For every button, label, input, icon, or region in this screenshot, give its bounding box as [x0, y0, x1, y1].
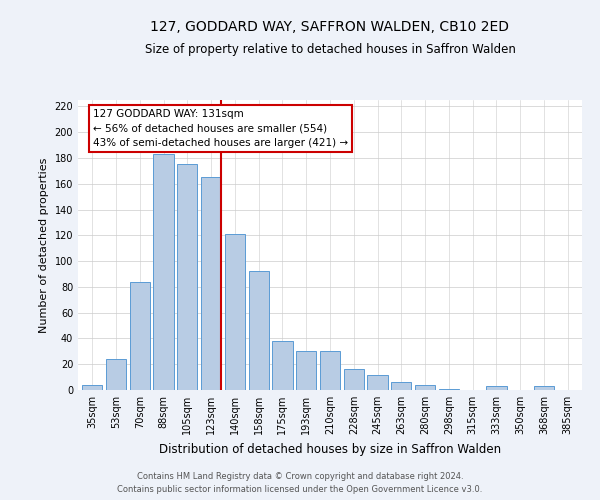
Bar [272, 341, 293, 390]
Bar [248, 272, 269, 390]
Bar [367, 374, 388, 390]
X-axis label: Distribution of detached houses by size in Saffron Walden: Distribution of detached houses by size … [159, 442, 501, 456]
Bar [439, 388, 459, 390]
Bar [130, 282, 150, 390]
Bar [82, 385, 103, 390]
Bar [415, 385, 435, 390]
Bar [177, 164, 197, 390]
Bar [296, 352, 316, 390]
Text: Contains HM Land Registry data © Crown copyright and database right 2024.: Contains HM Land Registry data © Crown c… [137, 472, 463, 481]
Text: 127, GODDARD WAY, SAFFRON WALDEN, CB10 2ED: 127, GODDARD WAY, SAFFRON WALDEN, CB10 2… [151, 20, 509, 34]
Bar [106, 359, 126, 390]
Bar [201, 178, 221, 390]
Bar [391, 382, 412, 390]
Text: Contains public sector information licensed under the Open Government Licence v3: Contains public sector information licen… [118, 485, 482, 494]
Y-axis label: Number of detached properties: Number of detached properties [39, 158, 49, 332]
Bar [225, 234, 245, 390]
Bar [534, 386, 554, 390]
Text: 127 GODDARD WAY: 131sqm
← 56% of detached houses are smaller (554)
43% of semi-d: 127 GODDARD WAY: 131sqm ← 56% of detache… [93, 108, 348, 148]
Bar [154, 154, 173, 390]
Text: Size of property relative to detached houses in Saffron Walden: Size of property relative to detached ho… [145, 42, 515, 56]
Bar [487, 386, 506, 390]
Bar [344, 370, 364, 390]
Bar [320, 352, 340, 390]
